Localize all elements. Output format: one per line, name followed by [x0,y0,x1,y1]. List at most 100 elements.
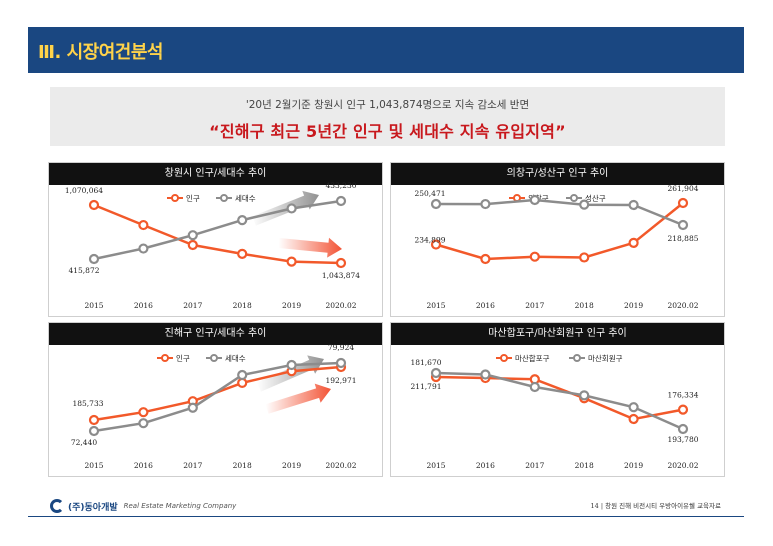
chart-svg-uichang-seongsan: 의창구성산구234,899261,904250,471218,885201520… [414,184,698,310]
x-tick-label: 2018 [233,301,252,310]
series-line-의창구 [435,202,684,261]
legend-swatch-marker [500,354,508,362]
series-line-인구 [93,203,342,265]
chart-panel-masan: 마산합포구/마산회원구 인구 추이 마산합포구 마산회원구 181,670 176,3… [390,322,725,477]
data-point [286,359,297,371]
x-tick-label: 2015 [84,301,103,310]
data-point [430,239,442,250]
data-label: 72,440 [71,438,97,447]
trend-arrow-icon [252,190,319,226]
footer-doc-info: 14 | 창원 진해 비전시티 우방아이유쉘 교육자료 [590,500,721,510]
data-label: 185,733 [72,399,103,408]
data-point [286,256,297,267]
data-point [628,413,639,425]
data-label: 211,791 [410,382,441,391]
data-point [187,230,198,241]
data-point [335,257,347,269]
data-label: 234,899 [414,236,445,245]
data-label: 415,872 [68,266,99,275]
header-bar: Ⅲ. 시장여건분석 [28,27,744,73]
legend-swatch-marker [573,354,581,362]
data-label: 193,780 [667,435,698,444]
data-label: 192,971 [325,376,356,385]
page-number: 14 [590,502,599,510]
legend-swatch-marker [220,194,228,202]
series-line-세대수 [93,361,342,433]
x-tick-label: 2017 [525,301,544,310]
data-point [88,253,100,265]
chart-title: 마산합포구/마산회원구 인구 추이 [391,323,724,345]
data-point [677,423,689,435]
chart-panel-uichang-seongsan: 의창구/성산구 인구 추이 의창구성산구234,899261,904250,47… [390,162,725,317]
data-point [335,357,347,369]
legend-entry: 성산구 [585,193,606,203]
data-point [138,418,149,429]
x-tick-label: 2015 [426,301,445,310]
summary-banner: '20년 2월기준 창원시 인구 1,043,874명으로 지속 감소세 반면 … [50,87,725,146]
trend-arrow-icon [278,237,342,258]
legend-swatch-marker [570,194,578,202]
x-tick-label: 2019 [282,461,301,470]
data-label: 261,904 [667,184,698,193]
series-line-성산구 [435,198,684,227]
company-logo-icon [50,499,64,513]
banner-headline: “진해구 최근 5년간 인구 및 세대수 지속 유입지역” [209,122,566,141]
banner-subtitle: '20년 2월기준 창원시 인구 1,043,874명으로 지속 감소세 반면 [245,99,530,111]
chart-panel-jinhae: 진해구 인구/세대수 추이 인구 세대수 185,733 192,971 72,440 7… [48,322,383,477]
data-label: 218,885 [667,234,698,243]
data-point [677,197,689,209]
data-label: 79,924 [328,343,354,352]
data-label: 433,230 [325,181,356,190]
data-point [430,367,442,379]
data-point [138,219,149,231]
data-point [187,402,198,413]
legend-entry: 마산회원구 [588,353,623,363]
data-point [88,425,100,437]
x-tick-label: 2018 [233,461,252,470]
series-line-세대수 [93,199,342,261]
data-point [480,369,491,380]
legend-entry: 인구 [176,353,190,363]
footer-separator: | [600,502,606,510]
legend-swatch-marker [161,354,169,362]
data-point [138,407,149,418]
series-line-마산회원구 [435,371,684,431]
x-tick-label: 2020.02 [667,461,698,470]
x-tick-label: 2017 [183,461,202,470]
x-tick-label: 2016 [476,461,495,470]
chart-panel-changwon: 창원시 인구/세대수 추이 인구 세대수 1,070,064 1,043,874 415… [48,162,383,317]
legend-entry: 세대수 [225,354,246,363]
chart-svg-changwon: 인구 세대수 1,070,064 1,043,874 415,872 433,230 201… [65,181,360,310]
chart-title: 창원시 인구/세대수 추이 [49,163,382,185]
data-point [579,199,590,210]
company-name: (주)동아개발 [68,502,118,513]
data-label: 250,471 [414,189,445,198]
legend-entry: 마산합포구 [515,353,550,363]
legend-swatch-marker [210,354,218,362]
x-tick-label: 2019 [624,461,643,470]
data-point [88,199,100,211]
data-point [579,252,590,263]
x-tick-label: 2018 [575,301,594,310]
x-tick-label: 2016 [134,461,153,470]
data-point [628,237,639,248]
data-label: 1,070,064 [65,186,103,195]
chart-svg-masan: 마산합포구 마산회원구 181,670 176,334 211,791 193,780 20… [410,353,698,470]
chart-legend: 마산합포구 마산회원구 [496,353,623,363]
footer-divider [28,516,744,517]
data-point [529,194,540,206]
footer-logo: (주)동아개발 Real Estate Marketing Company [50,498,236,514]
trend-arrow-icon [265,383,331,414]
data-point [579,390,590,401]
data-point [480,253,491,265]
data-point [237,248,248,259]
data-point [187,239,198,251]
document-title: 창원 진해 비전시티 우방아이유쉘 교육자료 [605,502,721,510]
x-tick-label: 2020.02 [325,461,356,470]
data-point [677,219,689,231]
chart-svg-jinhae: 인구 세대수 185,733 192,971 72,440 79,924 2015 2016 2… [71,343,357,470]
data-point [430,198,442,210]
x-tick-label: 2018 [575,461,594,470]
x-tick-label: 2016 [134,301,153,310]
x-tick-label: 2015 [426,461,445,470]
